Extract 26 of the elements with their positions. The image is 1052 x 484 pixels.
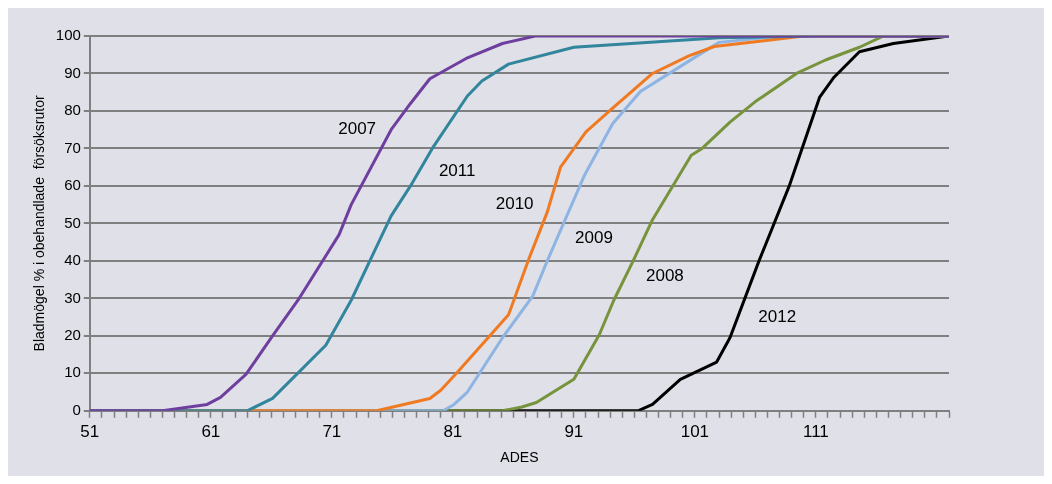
y-tick-label: 70 [64, 138, 81, 156]
y-tick-label: 90 [64, 63, 81, 81]
y-axis-title: Bladmögel % i obehandlade försöksrutor [31, 95, 48, 352]
annotation: 2008 [645, 265, 684, 285]
x-tick-label: 91 [564, 421, 584, 441]
annotation: 2007 [338, 119, 377, 139]
y-tick-label: 30 [64, 288, 81, 306]
x-tick-label: 61 [201, 421, 221, 441]
y-tick-label: 80 [64, 101, 81, 119]
y-tick-label: 60 [64, 176, 81, 194]
x-tick-label: 81 [443, 421, 463, 441]
annotation: 2010 [495, 194, 534, 214]
y-tick-label: 40 [64, 251, 81, 269]
annotation: 2012 [758, 306, 797, 326]
annotation: 2011 [438, 160, 476, 180]
y-tick-label: 100 [55, 26, 81, 44]
x-tick-label: 111 [802, 421, 829, 441]
y-tick-label: 50 [64, 213, 81, 231]
x-tick-label: 101 [680, 421, 710, 441]
y-tick-label: 10 [64, 363, 81, 381]
x-axis-title: ADES [500, 449, 539, 466]
x-tick-label: 51 [80, 421, 100, 441]
y-tick-label: 20 [64, 325, 81, 343]
x-tick-label: 71 [322, 421, 342, 441]
y-tick-label: 0 [72, 400, 81, 418]
annotation: 2009 [575, 228, 613, 248]
